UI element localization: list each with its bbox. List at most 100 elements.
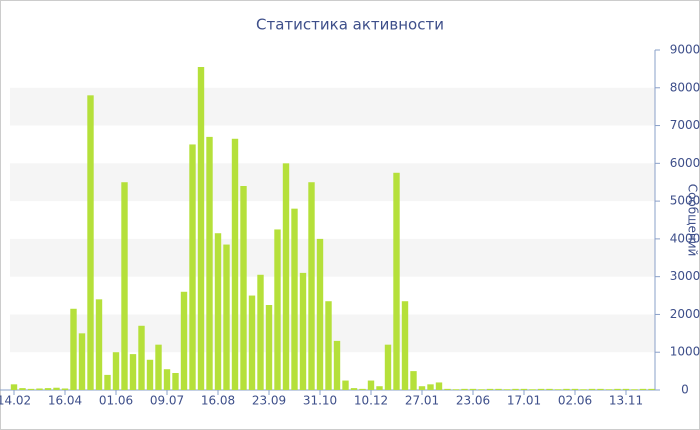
bar (631, 389, 638, 390)
x-tick-label: 27.01 (405, 394, 439, 408)
bar (461, 388, 468, 390)
x-tick-label: 31.10 (303, 394, 337, 408)
bar (359, 388, 366, 390)
bar (316, 238, 324, 390)
bar (138, 325, 145, 390)
bar (325, 301, 332, 390)
y-tick-label: 3000 (670, 269, 700, 283)
y-tick-label: 1000 (670, 345, 700, 359)
grid-band (10, 314, 655, 353)
bar (112, 352, 120, 390)
x-tick-label: 23.09 (252, 394, 286, 408)
bar (478, 389, 485, 390)
x-tick-label: 16.08 (201, 394, 235, 408)
bar (53, 387, 60, 390)
bar (121, 182, 128, 390)
bar (146, 359, 154, 390)
bar (495, 388, 502, 390)
bar (206, 136, 213, 390)
bar (571, 388, 579, 390)
bar (257, 274, 264, 390)
bar (648, 388, 655, 390)
x-tick-label: 17.01 (507, 394, 541, 408)
bar (36, 388, 43, 390)
bar (180, 291, 188, 390)
bar (597, 388, 604, 390)
bar (520, 388, 528, 390)
bar (563, 388, 570, 390)
bar (529, 389, 536, 390)
bar (376, 386, 383, 390)
bar (350, 388, 358, 390)
y-tick-label: 5000 (670, 194, 700, 208)
bar (61, 388, 69, 390)
bar (393, 172, 400, 390)
x-tick-label: 10.12 (354, 394, 388, 408)
y-tick-label: 0 (681, 383, 689, 397)
bar (265, 305, 273, 390)
bar (580, 389, 587, 390)
bar (435, 382, 443, 390)
x-tick-label: 09.07 (150, 394, 184, 408)
bar (10, 384, 18, 390)
bar (95, 299, 103, 390)
bar (614, 388, 621, 390)
bar (384, 344, 392, 390)
x-tick-label: 16.04 (48, 394, 82, 408)
bar (342, 380, 349, 390)
bar (214, 233, 222, 390)
bar (70, 308, 77, 390)
bar (605, 389, 613, 390)
x-tick-label: 23.06 (456, 394, 490, 408)
bar (410, 371, 417, 390)
bar (155, 344, 162, 390)
bar (299, 272, 307, 390)
bar (27, 388, 35, 390)
y-axis-label: Сообщений (686, 184, 700, 257)
bar (401, 301, 409, 390)
bar (486, 388, 494, 390)
bar (240, 186, 247, 390)
x-tick-label: 14.02 (0, 394, 31, 408)
x-tick-label: 02.06 (558, 394, 592, 408)
y-tick-label: 6000 (670, 156, 700, 170)
bar (444, 388, 451, 390)
bar (537, 388, 545, 390)
bar (19, 388, 26, 390)
x-tick-label: 01.06 (99, 394, 133, 408)
bar (197, 67, 205, 390)
y-tick-label: 7000 (670, 118, 700, 132)
bar (274, 229, 281, 390)
y-tick-label: 8000 (670, 80, 700, 94)
bar (231, 138, 239, 390)
bar (163, 369, 171, 390)
bar (503, 389, 511, 390)
bar (87, 95, 94, 390)
grid-band (10, 87, 655, 126)
chart-title: Статистика активности (256, 16, 444, 34)
x-tick-label: 13.11 (609, 394, 643, 408)
bar (367, 380, 375, 390)
bar (282, 163, 290, 390)
bar (291, 208, 298, 390)
grid-band (10, 238, 655, 277)
bar (129, 354, 137, 390)
bar (512, 388, 519, 390)
bar (452, 389, 460, 390)
bar (588, 388, 596, 390)
bar (104, 374, 111, 390)
bar (333, 340, 341, 390)
y-tick-label: 9000 (670, 43, 700, 57)
grid-band (10, 163, 655, 202)
bar (418, 386, 426, 390)
bar (172, 373, 179, 390)
bar (469, 388, 477, 390)
bar (78, 333, 86, 390)
y-tick-label: 4000 (670, 231, 700, 245)
y-tick-label: 2000 (670, 307, 700, 321)
bar (248, 295, 256, 390)
bar (427, 384, 434, 390)
bar (223, 244, 230, 390)
